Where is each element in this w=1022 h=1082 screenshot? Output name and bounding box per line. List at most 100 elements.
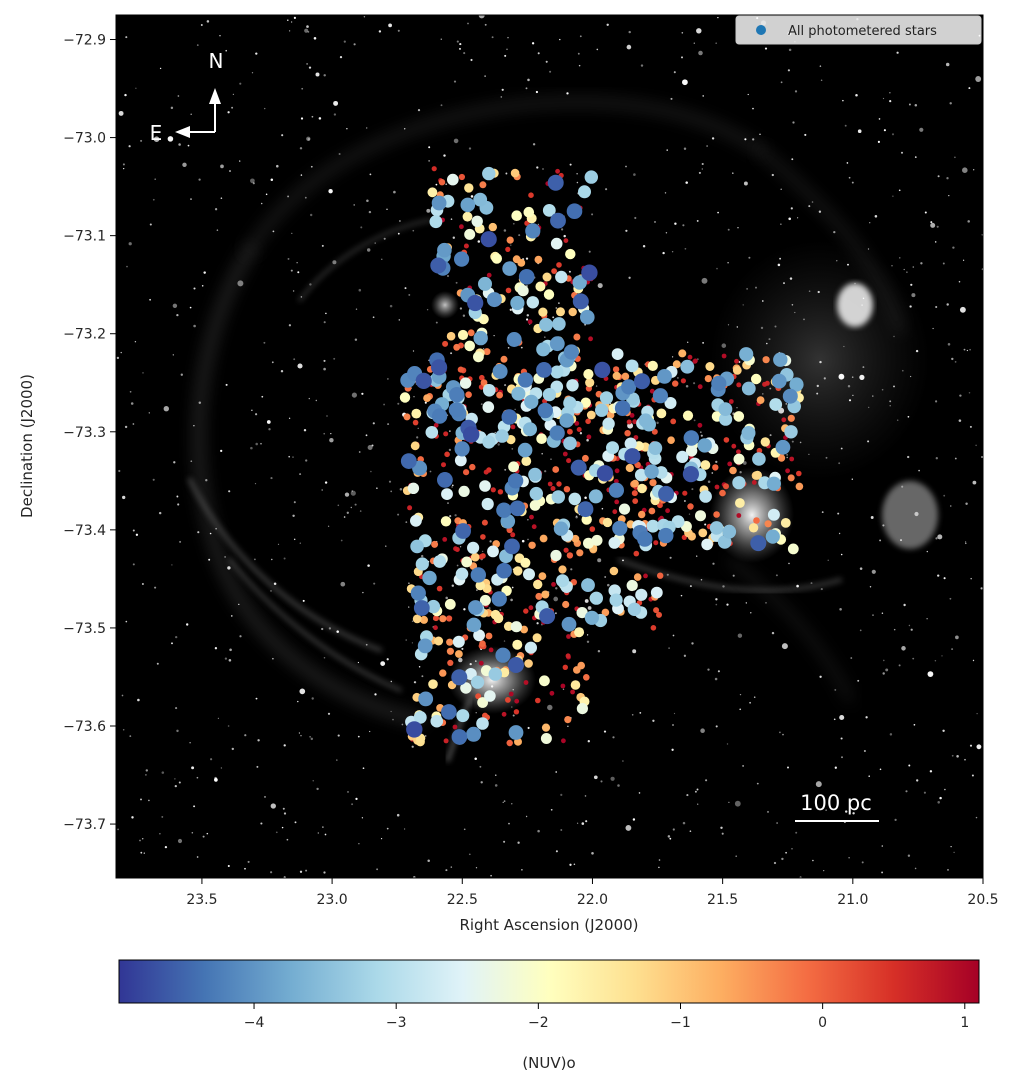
field-star — [268, 428, 271, 431]
star-point — [541, 723, 551, 732]
star-point — [535, 697, 541, 704]
field-star — [575, 515, 578, 517]
field-star — [363, 16, 366, 18]
star-point — [446, 647, 454, 655]
field-star — [610, 776, 615, 781]
field-star — [193, 287, 196, 290]
field-star — [326, 415, 328, 417]
field-star — [503, 800, 506, 802]
star-point — [447, 659, 454, 667]
field-star — [833, 718, 836, 721]
field-star — [276, 164, 279, 168]
field-star — [792, 121, 795, 124]
field-star — [941, 655, 943, 657]
field-star — [971, 774, 974, 777]
field-star — [597, 558, 602, 563]
field-star — [282, 807, 285, 810]
field-star — [584, 795, 587, 797]
field-star — [674, 222, 677, 225]
field-star — [819, 65, 822, 67]
field-star — [560, 793, 563, 796]
star-point — [578, 185, 591, 199]
star-point — [480, 553, 486, 559]
star-point — [433, 555, 447, 568]
star-point — [751, 480, 757, 485]
star-point — [571, 534, 580, 543]
star-point — [773, 352, 788, 367]
legend: All photometered stars — [735, 15, 982, 45]
field-star — [771, 631, 775, 635]
star-point — [500, 355, 508, 363]
field-star — [739, 693, 742, 696]
field-star — [277, 543, 280, 545]
field-star — [297, 363, 303, 369]
field-star — [399, 220, 401, 222]
field-star — [750, 612, 752, 614]
star-point — [410, 441, 420, 451]
star-point — [549, 336, 565, 352]
field-star — [682, 821, 686, 825]
star-point — [687, 354, 693, 360]
field-star — [497, 443, 500, 446]
field-star — [774, 325, 777, 328]
field-star — [176, 495, 179, 498]
star-point — [563, 547, 569, 553]
field-star — [475, 712, 477, 714]
field-star — [739, 471, 742, 474]
field-star — [141, 838, 144, 840]
field-star — [429, 470, 432, 473]
field-star — [428, 160, 430, 162]
field-star — [214, 208, 218, 211]
field-star — [586, 438, 589, 442]
field-star — [935, 457, 938, 460]
field-star — [428, 146, 431, 149]
field-star — [526, 314, 530, 317]
field-star — [435, 321, 438, 324]
field-star — [612, 736, 615, 739]
star-point — [497, 489, 504, 495]
star-point — [601, 608, 610, 617]
field-star — [782, 733, 784, 736]
field-star — [967, 220, 970, 223]
field-star — [512, 689, 514, 691]
star-point — [502, 261, 517, 276]
field-star — [339, 55, 343, 59]
star-point — [412, 614, 422, 624]
star-point — [538, 307, 548, 317]
field-star — [521, 539, 525, 543]
star-point — [581, 264, 598, 281]
field-star — [652, 719, 655, 722]
star-point — [595, 403, 609, 417]
field-star — [937, 534, 943, 540]
field-star — [715, 42, 718, 45]
field-star — [537, 223, 540, 226]
field-star — [867, 440, 870, 443]
field-star — [937, 801, 940, 804]
star-point — [399, 392, 411, 403]
field-star — [270, 590, 272, 592]
star-point — [446, 615, 453, 622]
star-point — [680, 378, 687, 384]
field-star — [827, 559, 829, 561]
field-star — [525, 257, 529, 260]
star-point — [458, 173, 465, 181]
field-star — [935, 305, 938, 309]
field-star — [785, 851, 787, 854]
field-star — [728, 801, 730, 804]
star-point — [648, 507, 656, 515]
field-star — [323, 74, 326, 77]
field-star — [714, 677, 718, 681]
field-star — [563, 234, 566, 238]
field-star — [569, 863, 572, 866]
star-point — [781, 417, 787, 423]
field-star — [230, 615, 233, 617]
field-star — [962, 259, 965, 261]
star-point — [482, 435, 496, 449]
star-point — [529, 486, 543, 501]
field-star — [343, 516, 346, 518]
field-star — [125, 620, 128, 623]
field-star — [889, 100, 892, 103]
star-point — [459, 377, 472, 389]
field-star — [881, 871, 884, 874]
field-star — [158, 511, 162, 515]
